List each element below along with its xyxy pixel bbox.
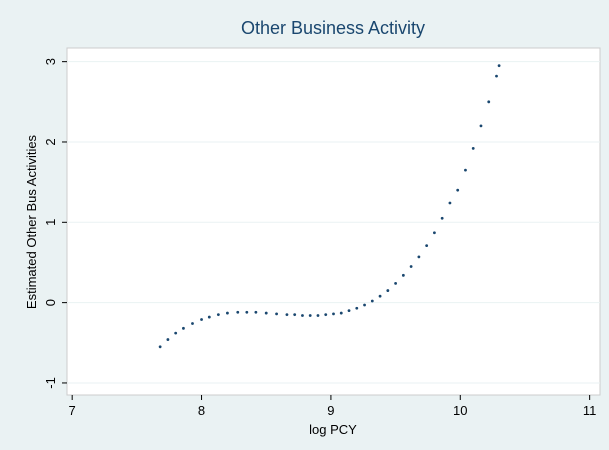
y-tick-label: 3 xyxy=(43,58,58,65)
point xyxy=(316,314,320,317)
point xyxy=(200,318,203,321)
point xyxy=(401,273,405,277)
point xyxy=(471,147,475,150)
point xyxy=(378,294,382,298)
plot-area xyxy=(66,47,601,396)
point xyxy=(226,311,229,315)
point xyxy=(495,74,498,78)
point xyxy=(487,100,491,104)
point xyxy=(409,265,413,268)
y-axis-label: Estimated Other Bus Activities xyxy=(24,134,39,309)
point xyxy=(275,312,278,316)
y-tick-label: 0 xyxy=(43,299,58,306)
point xyxy=(464,168,467,172)
point xyxy=(182,326,185,330)
point xyxy=(293,313,297,317)
point xyxy=(363,303,366,307)
point xyxy=(355,306,359,310)
x-axis-label: log PCY xyxy=(309,422,357,437)
y-tick-label: 2 xyxy=(43,138,58,145)
point xyxy=(191,322,194,325)
point xyxy=(433,231,436,235)
x-tick-label: 7 xyxy=(69,403,76,418)
point xyxy=(425,244,429,247)
y-tick-label: 1 xyxy=(43,219,58,226)
point xyxy=(479,124,483,128)
point xyxy=(216,313,220,317)
point xyxy=(236,310,240,314)
point xyxy=(394,281,397,285)
point xyxy=(264,311,268,315)
point xyxy=(497,64,501,68)
chart-title: Other Business Activity xyxy=(241,18,425,38)
point xyxy=(324,313,328,317)
point xyxy=(456,188,460,192)
x-tick-label: 10 xyxy=(453,403,467,418)
point xyxy=(308,314,312,317)
point xyxy=(440,216,444,220)
point xyxy=(254,310,258,314)
point xyxy=(417,255,421,259)
point xyxy=(207,315,211,319)
point xyxy=(347,309,351,313)
point xyxy=(301,314,304,317)
point xyxy=(245,310,249,314)
y-tick-label: -1 xyxy=(43,377,58,389)
x-tick-label: 9 xyxy=(327,403,334,418)
point xyxy=(339,311,343,315)
point xyxy=(174,331,178,335)
point xyxy=(448,201,452,205)
point xyxy=(285,313,289,317)
x-tick-label: 11 xyxy=(583,403,597,418)
point xyxy=(158,345,162,349)
point xyxy=(386,289,390,292)
point xyxy=(166,338,170,341)
point xyxy=(370,299,374,303)
point xyxy=(332,312,335,316)
x-tick-label: 8 xyxy=(198,403,205,418)
